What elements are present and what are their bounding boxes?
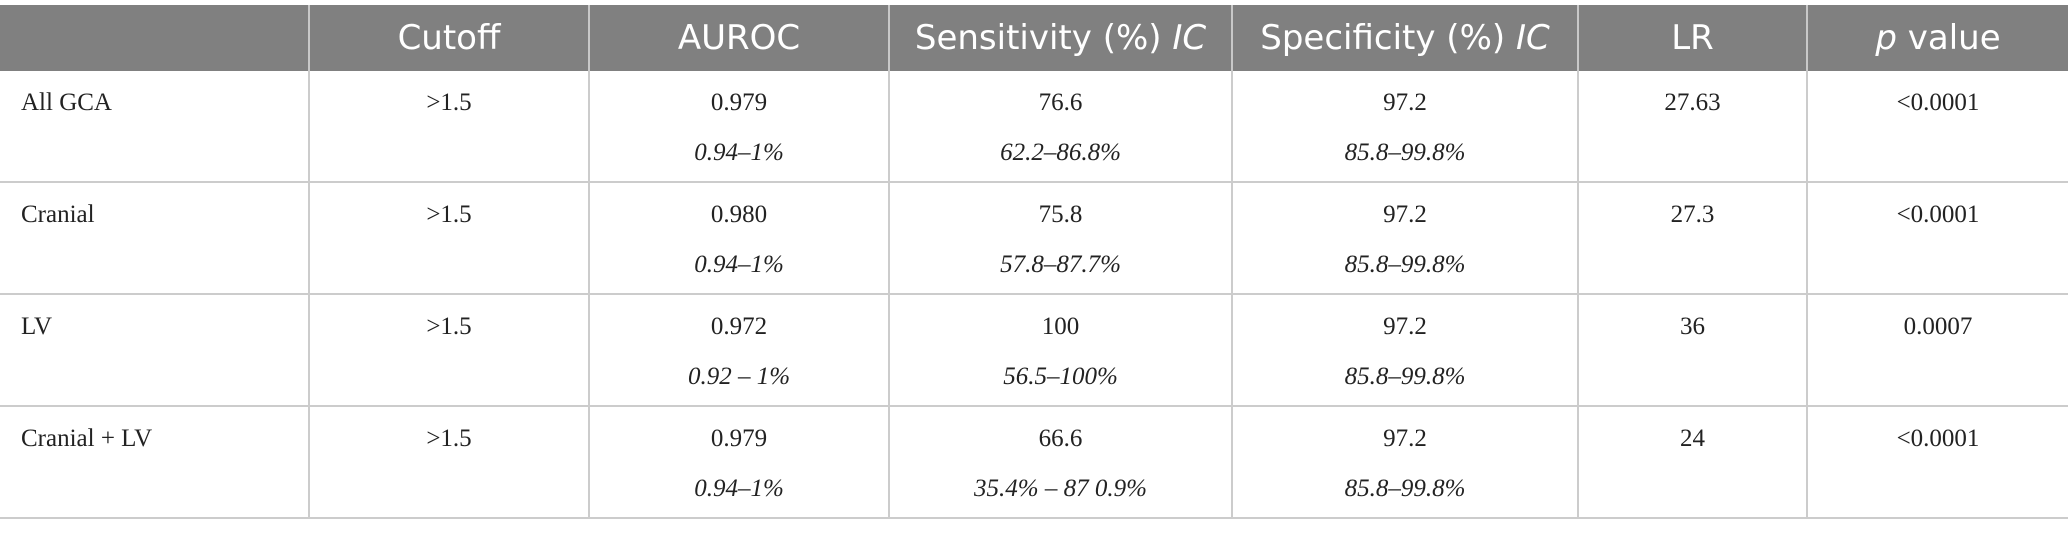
- sensitivity-value: 66.6: [1038, 425, 1083, 452]
- header-empty: [0, 5, 309, 71]
- auroc-cell: 0.979 0.94–1%: [588, 406, 889, 519]
- header-specificity: Specificity (%) IC: [1231, 5, 1578, 71]
- specificity-value: 97.2: [1383, 89, 1427, 116]
- row-label: Cranial: [21, 201, 95, 228]
- lr-value: 27.3: [1670, 201, 1715, 228]
- specificity-cell: 97.2 85.8–99.8%: [1231, 294, 1578, 407]
- auroc-ci: 0.94–1%: [694, 139, 784, 166]
- lr-value: 27.63: [1664, 89, 1721, 116]
- specificity-ci: 85.8–99.8%: [1344, 251, 1466, 278]
- cutoff-cell: >1.5: [308, 182, 589, 295]
- header-p-rest: value: [1896, 18, 2001, 58]
- auroc-value: 0.979: [710, 425, 768, 452]
- p-value-cell: <0.0001: [1806, 182, 2068, 295]
- header-specificity-ic: IC: [1515, 18, 1550, 58]
- sensitivity-ci: 57.8–87.7%: [1000, 251, 1121, 278]
- specificity-ci: 85.8–99.8%: [1344, 363, 1466, 390]
- header-sensitivity-ic: IC: [1172, 18, 1207, 58]
- cutoff-cell: >1.5: [308, 406, 589, 519]
- specificity-cell: 97.2 85.8–99.8%: [1231, 71, 1578, 183]
- p-value: <0.0001: [1896, 89, 1980, 116]
- sensitivity-cell: 66.6 35.4% – 87 0.9%: [888, 406, 1232, 519]
- row-label: Cranial + LV: [21, 425, 153, 452]
- lr-value: 24: [1680, 425, 1705, 452]
- auroc-value: 0.972: [710, 313, 768, 340]
- specificity-ci: 85.8–99.8%: [1344, 139, 1466, 166]
- p-value-cell: 0.0007: [1806, 294, 2068, 407]
- p-value-cell: <0.0001: [1806, 71, 2068, 183]
- row-label: All GCA: [21, 89, 112, 116]
- row-label-cell: Cranial: [0, 182, 309, 295]
- header-cutoff: Cutoff: [308, 5, 589, 71]
- header-auroc: AUROC: [588, 5, 889, 71]
- p-value-cell: <0.0001: [1806, 406, 2068, 519]
- cutoff-value: >1.5: [426, 425, 472, 452]
- specificity-cell: 97.2 85.8–99.8%: [1231, 406, 1578, 519]
- sensitivity-value: 76.6: [1038, 89, 1083, 116]
- cutoff-value: >1.5: [426, 201, 472, 228]
- sensitivity-ci: 35.4% – 87 0.9%: [974, 475, 1147, 502]
- auroc-cell: 0.980 0.94–1%: [588, 182, 889, 295]
- header-sensitivity-label: Sensitivity (%): [914, 18, 1162, 58]
- auroc-ci: 0.94–1%: [694, 475, 784, 502]
- specificity-value: 97.2: [1383, 313, 1427, 340]
- lr-cell: 36: [1577, 294, 1807, 407]
- row-label-cell: LV: [0, 294, 309, 407]
- row-label-cell: Cranial + LV: [0, 406, 309, 519]
- lr-value: 36: [1680, 313, 1705, 340]
- sensitivity-cell: 75.8 57.8–87.7%: [888, 182, 1232, 295]
- auroc-ci: 0.92 – 1%: [687, 363, 791, 390]
- p-value: <0.0001: [1896, 425, 1980, 452]
- lr-cell: 27.63: [1577, 71, 1807, 183]
- header-lr: LR: [1577, 5, 1807, 71]
- cutoff-value: >1.5: [426, 89, 472, 116]
- specificity-value: 97.2: [1383, 201, 1427, 228]
- auroc-ci: 0.94–1%: [694, 251, 784, 278]
- specificity-value: 97.2: [1383, 425, 1427, 452]
- header-p-value: p value: [1806, 5, 2068, 71]
- table-row: All GCA >1.5 0.979 0.94–1% 76.6 62.2–86.8%…: [0, 71, 2068, 183]
- cutoff-value: >1.5: [426, 313, 472, 340]
- specificity-ci: 85.8–99.8%: [1344, 475, 1466, 502]
- sensitivity-cell: 100 56.5–100%: [888, 294, 1232, 407]
- lr-cell: 24: [1577, 406, 1807, 519]
- table-row: Cranial + LV >1.5 0.979 0.94–1% 66.6 35.4%…: [0, 406, 2068, 519]
- auroc-cell: 0.979 0.94–1%: [588, 71, 889, 183]
- p-value: <0.0001: [1896, 201, 1980, 228]
- auroc-value: 0.979: [710, 89, 768, 116]
- cutoff-cell: >1.5: [308, 71, 589, 183]
- sensitivity-value: 100: [1041, 313, 1080, 340]
- header-row: Cutoff AUROC Sensitivity (%) IC Specific…: [0, 5, 2068, 71]
- header-p-italic: p: [1875, 18, 1897, 58]
- results-table: Cutoff AUROC Sensitivity (%) IC Specific…: [0, 5, 2068, 519]
- header-sensitivity: Sensitivity (%) IC: [888, 5, 1232, 71]
- sensitivity-cell: 76.6 62.2–86.8%: [888, 71, 1232, 183]
- cutoff-cell: >1.5: [308, 294, 589, 407]
- row-label: LV: [21, 313, 53, 340]
- row-label-cell: All GCA: [0, 71, 309, 183]
- lr-cell: 27.3: [1577, 182, 1807, 295]
- table-row: LV >1.5 0.972 0.92 – 1% 100 56.5–100% 97.2…: [0, 294, 2068, 407]
- header-specificity-label: Specificity (%): [1260, 18, 1506, 58]
- p-value: 0.0007: [1903, 313, 1973, 340]
- auroc-cell: 0.972 0.92 – 1%: [588, 294, 889, 407]
- sensitivity-ci: 56.5–100%: [1003, 363, 1118, 390]
- sensitivity-value: 75.8: [1038, 201, 1083, 228]
- specificity-cell: 97.2 85.8–99.8%: [1231, 182, 1578, 295]
- auroc-value: 0.980: [710, 201, 768, 228]
- table-row: Cranial >1.5 0.980 0.94–1% 75.8 57.8–87.7%…: [0, 182, 2068, 295]
- sensitivity-ci: 62.2–86.8%: [1000, 139, 1121, 166]
